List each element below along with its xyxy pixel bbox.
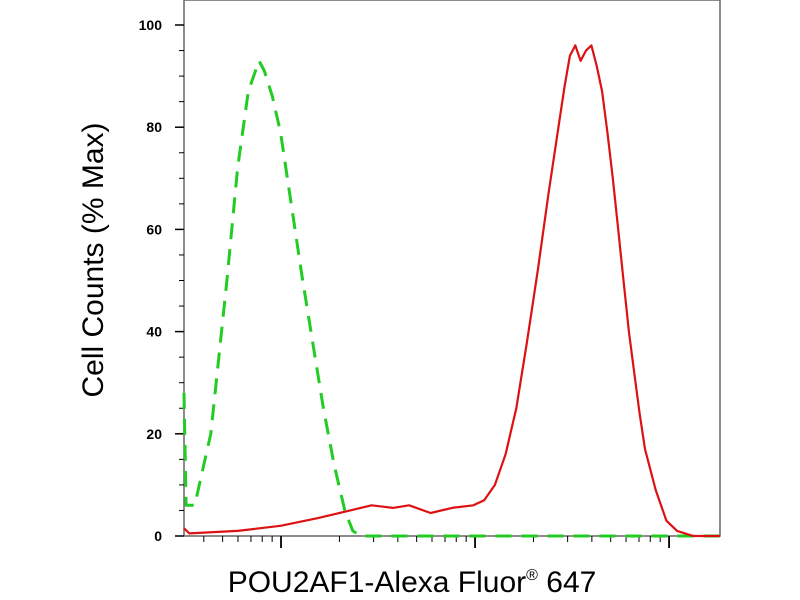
series-layer: [182, 44, 720, 538]
series-line-dashed-green: [182, 59, 720, 538]
y-tick-label: 80: [146, 119, 162, 135]
x-axis-title-registered-mark: ®: [526, 567, 538, 584]
y-tick-label: 60: [146, 221, 162, 237]
x-axis-title-main: POU2AF1-Alexa Fluor: [228, 566, 526, 599]
y-axis-ticks: 0 20 40 60 80 100: [139, 17, 184, 544]
series-line-solid-red: [183, 44, 720, 538]
y-axis-title: Cell Counts (% Max): [77, 122, 110, 397]
x-axis-ticks: [203, 536, 670, 548]
y-tick-label: 40: [146, 324, 162, 340]
plot-frame: [183, 0, 721, 537]
y-tick-label: 100: [139, 17, 163, 33]
x-axis-title-suffix: 647: [538, 566, 596, 599]
y-tick-label: 20: [146, 426, 162, 442]
x-axis-title: POU2AF1-Alexa Fluor® 647: [228, 566, 597, 599]
y-tick-label: 0: [154, 528, 162, 544]
